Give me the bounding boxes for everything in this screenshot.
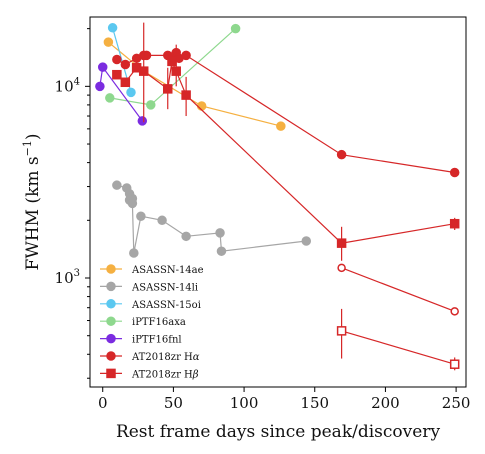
data-point: [276, 121, 286, 131]
data-point: [146, 100, 156, 110]
data-point: [230, 23, 241, 34]
y-axis-title-close: ): [23, 134, 43, 141]
data-point: [301, 236, 312, 246]
x-axis-title: Rest frame days since peak/discovery: [116, 422, 441, 442]
y-tick-label: 104: [55, 76, 80, 95]
legend-label-greek: β: [192, 369, 199, 380]
legend-item: AT2018zr Hβ: [100, 368, 199, 380]
series-line: [116, 59, 455, 244]
data-point: [181, 231, 191, 242]
x-tick-label: 50: [164, 394, 183, 412]
legend-marker: [106, 264, 116, 274]
data-point: [103, 37, 114, 47]
data-point: [449, 359, 460, 369]
data-point: [127, 198, 138, 209]
data-point: [449, 218, 460, 229]
data-point: [126, 87, 136, 98]
series-line: [108, 41, 281, 127]
data-point: [215, 228, 225, 238]
y-tick-base: 10: [55, 77, 74, 95]
series-line: [341, 267, 455, 312]
legend-label-main: AT2018zr H: [131, 352, 193, 363]
data-point: [107, 23, 118, 33]
y-tick-exponent: 3: [74, 268, 80, 279]
data-point: [449, 167, 460, 178]
data-point: [120, 59, 131, 70]
y-axis-title: FWHM (km s−1): [21, 134, 43, 271]
legend-label: ASASSN-14ae: [131, 265, 204, 276]
legend: ASASSN-14ae ASASSN-14li ASASSN-15oi iPTF16a…: [100, 264, 204, 380]
data-point: [450, 307, 459, 316]
legend-label-main: AT2018zr H: [131, 369, 193, 380]
legend-marker: [106, 299, 116, 309]
data-point: [171, 66, 181, 76]
data-point: [141, 50, 152, 61]
series-1: [112, 180, 312, 258]
legend-marker: [106, 281, 116, 292]
legend-marker: [106, 316, 116, 326]
legend-label: ASASSN-14li: [131, 282, 198, 293]
data-point: [97, 62, 108, 72]
legend-item: iPTF16fnl: [100, 333, 182, 346]
legend-item: ASASSN-15oi: [100, 299, 201, 311]
series-7: [112, 22, 460, 261]
data-point: [167, 56, 177, 67]
series-0: [103, 37, 286, 131]
data-point: [336, 238, 347, 248]
data-point: [196, 101, 207, 111]
plot-frame: [89, 16, 467, 388]
x-tick-label: 0: [98, 394, 108, 412]
legend-label: AT2018zr Hβ: [131, 369, 199, 380]
data-point: [162, 84, 173, 94]
data-point: [181, 50, 191, 61]
data-point: [112, 180, 122, 190]
data-point: [137, 116, 148, 126]
data-point: [336, 326, 347, 336]
series-line: [341, 330, 455, 365]
legend-label: iPTF16axa: [132, 317, 186, 328]
data-point: [157, 215, 167, 226]
data-point: [138, 66, 149, 76]
legend-item: ASASSN-14ae: [100, 264, 204, 276]
data-point: [216, 246, 227, 256]
series-5: [112, 47, 460, 178]
series-line: [116, 184, 307, 254]
legend-item: iPTF16axa: [100, 316, 186, 328]
legend-marker: [106, 351, 116, 361]
y-tick-exponent: 4: [74, 76, 80, 87]
legend-item: AT2018zr Hα: [100, 351, 200, 363]
x-tick-label: 250: [442, 394, 471, 412]
data-point: [120, 77, 131, 88]
data-point: [181, 90, 191, 100]
legend-marker: [106, 368, 116, 379]
data-point: [129, 248, 139, 258]
legend-label-greek: α: [193, 352, 200, 363]
data-point: [136, 211, 146, 221]
y-tick-label: 103: [55, 268, 80, 287]
legend-item: ASASSN-14li: [100, 281, 198, 293]
legend-label: AT2018zr Hα: [131, 352, 200, 363]
data-point: [105, 93, 115, 103]
series-3: [105, 23, 241, 110]
plot-content: [95, 22, 460, 371]
data-point: [112, 54, 122, 65]
data-point: [336, 149, 347, 160]
y-tick-base: 10: [55, 269, 74, 287]
x-tick-label: 200: [371, 394, 400, 412]
series-6: [337, 263, 459, 316]
legend-marker: [106, 333, 116, 344]
data-point: [112, 69, 122, 80]
data-point: [337, 263, 346, 273]
x-tick-label: 100: [230, 394, 259, 412]
y-axis-title-exponent: −1: [21, 140, 34, 156]
x-tick-label: 150: [300, 394, 329, 412]
x-axis-ticks: 0 50 100 150 200 250: [98, 387, 470, 412]
data-point: [95, 81, 105, 92]
y-axis-title-text: FWHM (km s: [23, 156, 43, 270]
legend-label: iPTF16fnl: [132, 335, 182, 346]
legend-label: ASASSN-15oi: [131, 300, 201, 311]
series-8: [336, 308, 460, 371]
